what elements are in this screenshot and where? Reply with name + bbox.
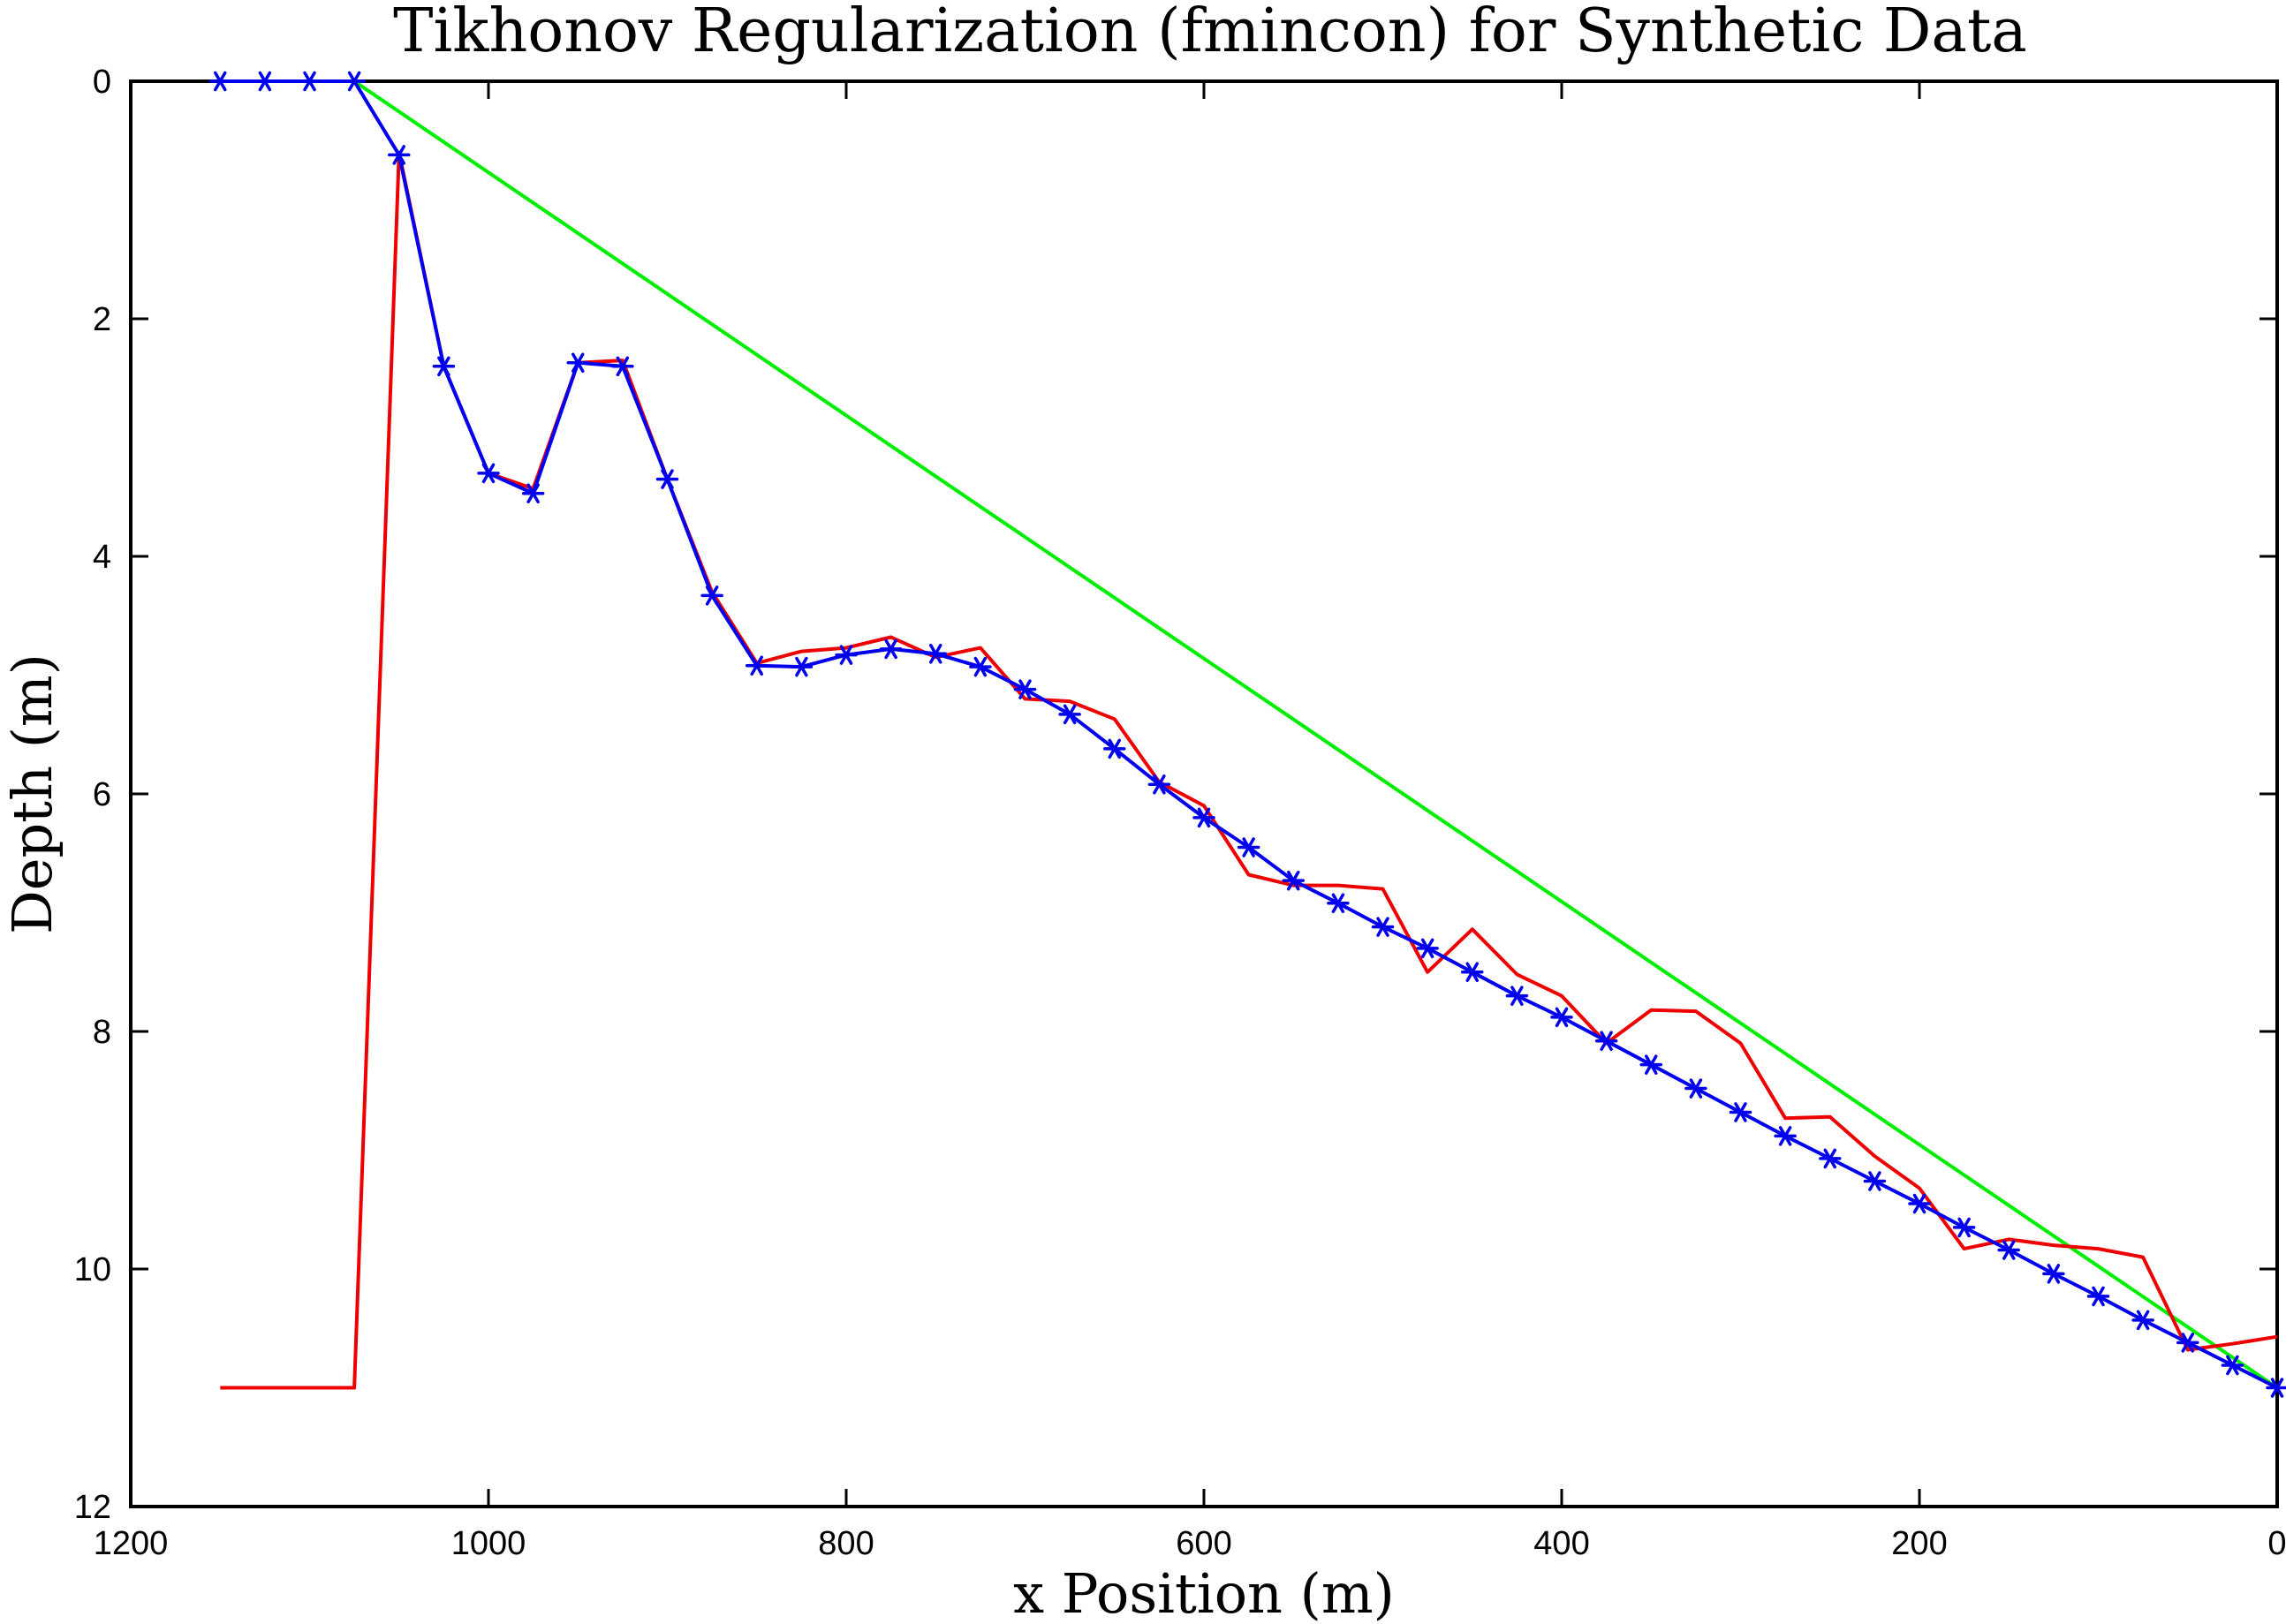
data-point-marker <box>1147 774 1171 795</box>
data-point-marker <box>432 356 456 377</box>
data-point-marker <box>1371 917 1395 937</box>
data-point-marker <box>1729 1102 1752 1122</box>
data-point-marker <box>1461 962 1484 983</box>
data-point-marker <box>969 656 992 677</box>
data-point-marker <box>746 655 768 676</box>
ticks: 1200 1000 800 600 400 200 0 0 2 4 6 8 10 12 <box>74 64 2286 1562</box>
data-point-marker <box>2131 1310 2154 1331</box>
x-tick-label: 1000 <box>451 1525 526 1562</box>
data-point-marker <box>1774 1126 1797 1146</box>
data-point-marker <box>1505 986 1529 1006</box>
data-point-marker <box>343 71 366 92</box>
data-point-marker <box>1819 1148 1842 1169</box>
x-axis-label: x Position (m) <box>1013 1561 1395 1624</box>
data-point-marker <box>1103 738 1126 759</box>
y-tick-label: 0 <box>93 64 111 101</box>
y-tick-label: 6 <box>93 776 111 813</box>
data-point-marker <box>1327 893 1350 914</box>
x-tick-label: 1200 <box>94 1525 169 1562</box>
y-tick-label: 4 <box>93 539 111 576</box>
chart-title: Tikhonov Regularization (fmincon) for Sy… <box>393 0 2027 66</box>
data-point-marker <box>208 71 231 92</box>
x-tick-label: 600 <box>1176 1525 1231 1562</box>
data-point-marker <box>1416 938 1439 959</box>
series-line-1 <box>220 79 2279 1390</box>
x-tick-label: 800 <box>818 1525 874 1562</box>
data-point-marker <box>879 638 903 660</box>
x-tick-label: 400 <box>1533 1525 1589 1562</box>
data-point-marker <box>1684 1078 1707 1099</box>
x-tick-label: 0 <box>2267 1525 2286 1562</box>
data-point-marker <box>924 644 947 664</box>
data-point-marker <box>1013 679 1037 699</box>
data-point-marker <box>2266 1378 2286 1398</box>
data-point-marker <box>1952 1217 1976 1238</box>
data-point-marker <box>1863 1171 1887 1191</box>
data-point-marker <box>566 352 589 374</box>
data-point-marker <box>2176 1333 2199 1353</box>
data-point-marker <box>477 463 500 484</box>
data-point-marker <box>2042 1264 2065 1284</box>
y-tick-label: 8 <box>93 1014 111 1051</box>
data-point-marker <box>1594 1031 1618 1052</box>
axes-frame <box>129 79 2279 1508</box>
data-point-marker <box>254 71 276 92</box>
data-point-marker <box>611 356 634 377</box>
y-tick-label: 12 <box>74 1489 111 1526</box>
data-point-marker <box>1237 837 1260 857</box>
data-point-marker <box>1058 704 1081 725</box>
series-layer <box>208 71 2286 1398</box>
data-point-marker <box>1550 1007 1573 1028</box>
data-point-marker <box>700 585 723 606</box>
data-point-marker <box>1908 1193 1931 1214</box>
data-point-marker <box>1997 1240 2020 1260</box>
series-line-3 <box>220 79 2278 1390</box>
data-point-marker <box>1639 1054 1662 1075</box>
data-point-marker <box>2086 1286 2110 1307</box>
y-tick-label: 10 <box>74 1251 111 1288</box>
data-point-marker <box>655 469 679 489</box>
data-point-marker <box>835 645 858 665</box>
series-line-2 <box>220 150 2278 1390</box>
data-point-marker <box>1282 870 1305 891</box>
data-point-marker <box>1192 807 1215 828</box>
plot-area: 1200 1000 800 600 400 200 0 0 2 4 6 8 10 12 <box>74 64 2286 1562</box>
data-point-marker <box>298 71 322 92</box>
data-point-marker <box>2221 1355 2244 1376</box>
y-axis-label: Depth (m) <box>0 653 64 934</box>
data-point-marker <box>521 483 545 503</box>
y-tick-label: 2 <box>93 301 111 338</box>
data-point-marker <box>388 145 411 165</box>
x-tick-label: 200 <box>1891 1525 1947 1562</box>
data-point-marker <box>790 656 814 677</box>
